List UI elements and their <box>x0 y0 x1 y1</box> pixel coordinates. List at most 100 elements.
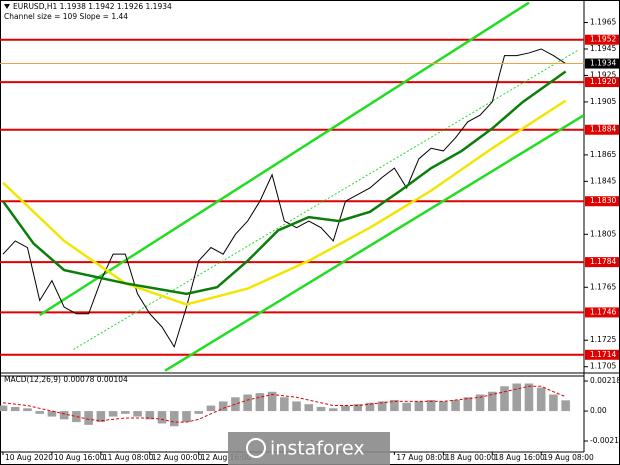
macd-bar <box>451 400 460 412</box>
y-tick-label: 1.1725 <box>590 335 616 344</box>
level-box <box>585 196 619 207</box>
macd-bar <box>157 411 167 424</box>
macd-plot <box>0 383 570 427</box>
x-tick-label: 18 Aug 16:00 <box>494 453 545 462</box>
macd-bar <box>145 411 155 420</box>
current-price-box <box>585 58 619 69</box>
macd-bar <box>512 383 522 412</box>
level-box <box>585 124 619 135</box>
macd-bar <box>72 411 81 423</box>
level-label: 1.1952 <box>590 35 616 44</box>
macd-bar <box>35 411 44 414</box>
macd-bar <box>500 386 509 412</box>
y-tick-label: 1.1925 <box>590 70 616 79</box>
y-tick-label: 1.1905 <box>590 97 616 106</box>
macd-bar <box>487 391 497 412</box>
y-tick-label: 1.1705 <box>590 362 616 371</box>
level-label: 1.1920 <box>590 77 616 86</box>
macd-bar <box>218 401 228 412</box>
level-box <box>585 34 619 45</box>
level-box <box>585 257 619 268</box>
x-tick-label: 10 Aug 2020 <box>5 453 53 462</box>
x-tick-label: 12 Aug 16:00 <box>201 453 252 462</box>
channel-line <box>164 114 584 372</box>
macd-bar <box>402 402 411 412</box>
macd-bar <box>194 411 203 414</box>
macd-bar <box>206 405 216 412</box>
macd-bar <box>10 406 20 412</box>
macd-bar <box>280 397 289 412</box>
macd-bar <box>182 411 191 423</box>
signal-line <box>2 385 566 423</box>
level-label: 1.1784 <box>590 257 616 266</box>
macd-bar <box>169 411 179 427</box>
chart-title: EURUSD,H1 1.1938 1.1942 1.1926 1.1934 <box>13 2 172 11</box>
macd-bar <box>47 411 57 417</box>
x-tick-label: 12 Aug 00:00 <box>152 453 203 462</box>
price-plot <box>0 1 584 372</box>
macd-bar <box>231 397 240 412</box>
macd-bar <box>316 406 326 412</box>
watermark-logo <box>246 438 266 458</box>
overlay: 1.1965 1.1945 1.1925 1.1905 1.1865 1.1845 1.18… <box>2 18 620 462</box>
level-box <box>585 307 619 318</box>
macd-bar <box>292 401 301 412</box>
macd-bar <box>96 411 106 423</box>
y-tick-label: 1.1945 <box>590 44 616 53</box>
channel-line <box>73 49 579 350</box>
macd-bar <box>463 397 473 412</box>
symbol-icon <box>4 4 10 9</box>
macd-bar <box>353 404 362 412</box>
level-box <box>585 77 619 88</box>
macd-bar <box>84 411 93 425</box>
macd-bar <box>365 402 375 412</box>
macd-bar <box>108 411 118 417</box>
x-tick-label: 17 Aug 08:00 <box>396 453 447 462</box>
macd-bar <box>341 405 350 412</box>
channel-info: Channel size = 109 Slope = 1.44 <box>4 12 128 21</box>
macd-bar <box>414 401 424 412</box>
macd-bar <box>255 393 265 412</box>
macd-bar <box>377 401 387 412</box>
x-tick-label: 11 Aug 08:00 <box>103 453 154 462</box>
macd-bar <box>121 411 130 414</box>
watermark: instaforex <box>270 438 365 460</box>
macd-bar <box>524 383 534 412</box>
macd-bar <box>439 401 448 412</box>
macd-bar <box>0 405 8 412</box>
macd-bar <box>475 394 485 412</box>
y-tick-label: 1.1965 <box>590 18 616 27</box>
level-box <box>585 349 619 360</box>
price-line <box>2 99 567 306</box>
channel-line <box>39 1 530 317</box>
macd-bar <box>390 400 399 412</box>
y-tick-label: 1.1805 <box>590 229 616 238</box>
price-line <box>2 48 566 349</box>
macd-bar <box>59 411 69 420</box>
y-tick-label: 1.1765 <box>590 282 616 291</box>
x-tick-label: 19 Aug 08:00 <box>543 453 594 462</box>
watermark-box <box>228 432 390 465</box>
macd-bar <box>561 400 570 412</box>
y-tick-label: 0.00 <box>590 406 607 415</box>
price-line <box>1 70 567 296</box>
y-tick-label: 0.00218 <box>590 376 620 385</box>
macd-bar <box>133 411 142 417</box>
macd-bar <box>23 408 32 412</box>
macd-bar <box>267 391 277 412</box>
macd-bar <box>426 400 436 412</box>
macd-bar <box>536 387 546 412</box>
y-tick-label: -0.00217 <box>590 436 620 445</box>
macd-title: MACD(12,26,9) 0.00078 0.00104 <box>4 375 128 384</box>
macd-bar <box>243 394 252 412</box>
macd-bar <box>304 404 314 412</box>
x-tick-label: 10 Aug 16:00 <box>54 453 105 462</box>
level-label: 1.1884 <box>590 125 616 134</box>
macd-bar <box>549 394 558 412</box>
level-label: 1.1746 <box>590 307 616 316</box>
level-label: 1.1830 <box>590 196 616 205</box>
y-tick-label: 1.1865 <box>590 150 616 159</box>
current-price-label: 1.1934 <box>590 59 616 68</box>
